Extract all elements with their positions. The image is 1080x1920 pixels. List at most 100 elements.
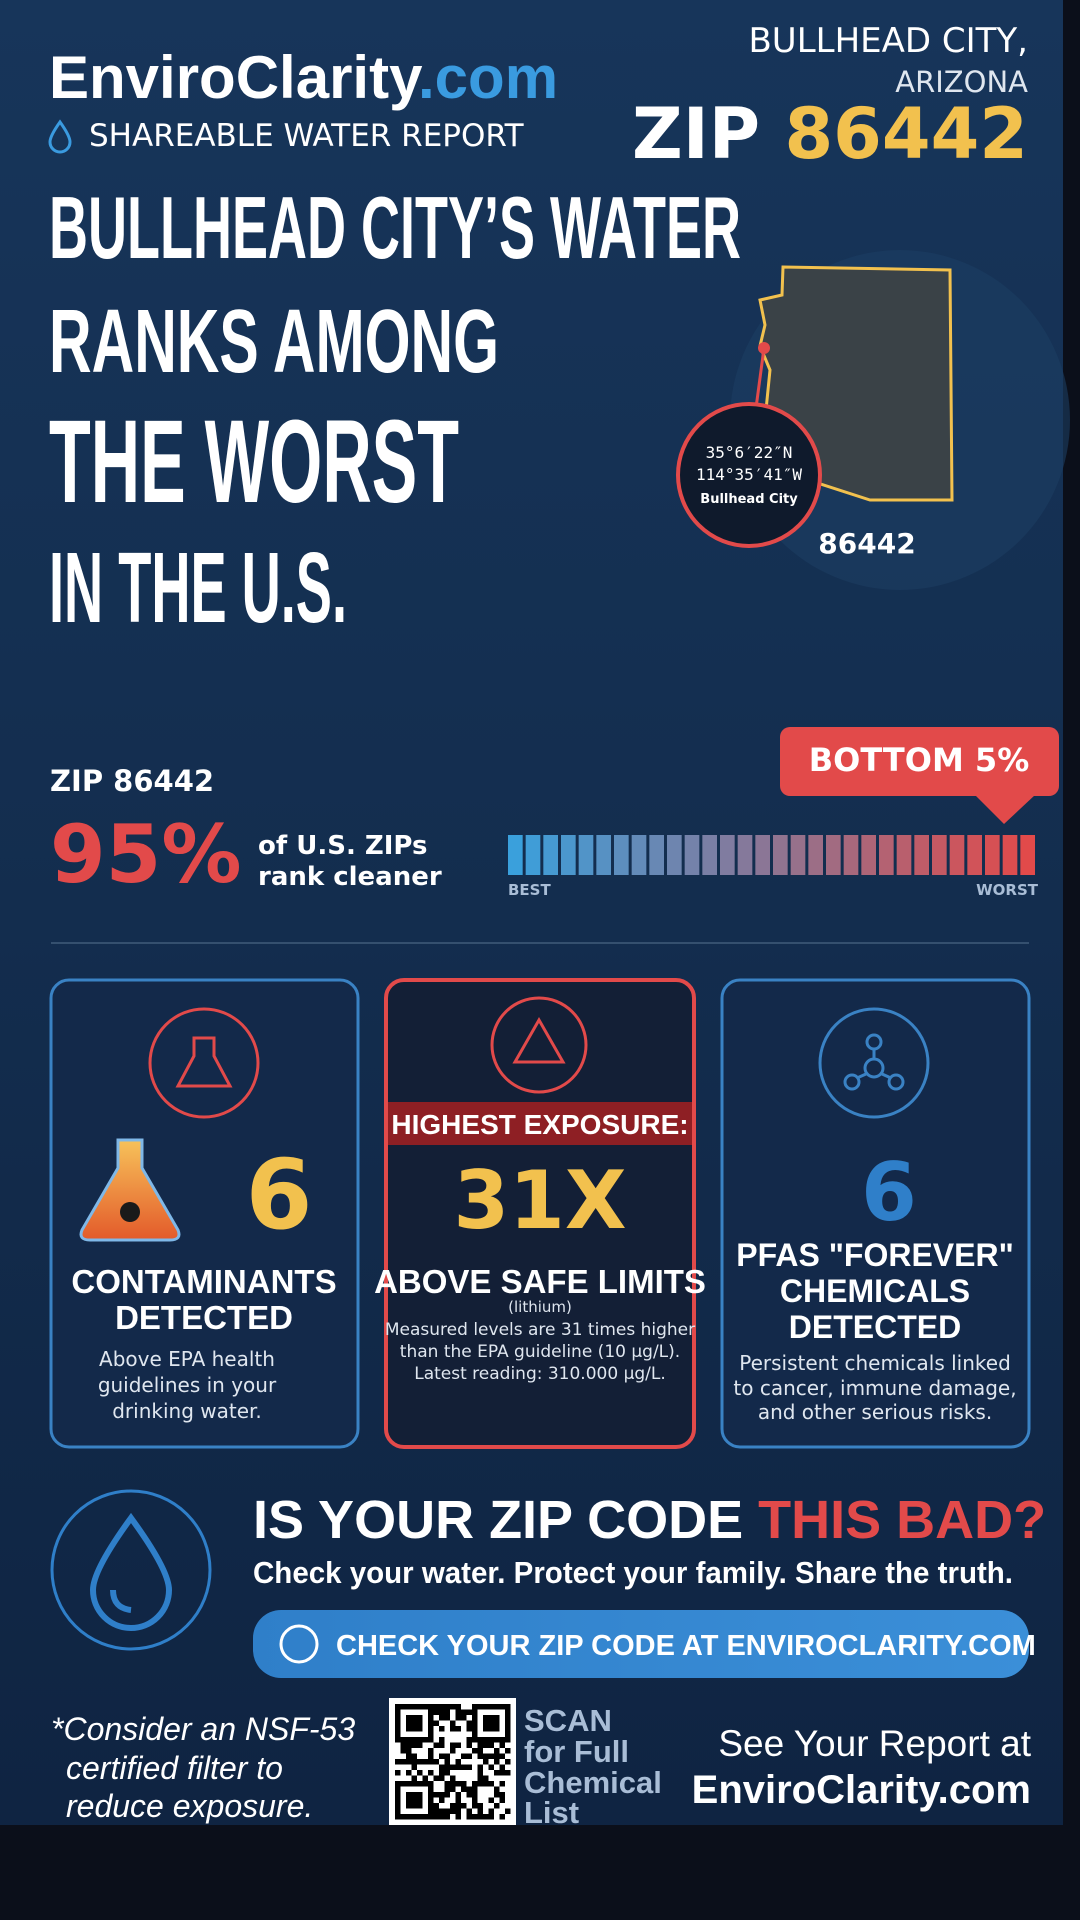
qr-module: [417, 1797, 423, 1803]
card-number: 6: [246, 1139, 313, 1251]
report-text: See Your Report at: [718, 1723, 1031, 1764]
qr-module: [439, 1770, 445, 1776]
qr-module: [461, 1764, 467, 1770]
qr-module: [428, 1726, 434, 1732]
qr-module: [411, 1797, 417, 1803]
qr-module: [400, 1742, 406, 1748]
qr-module: [411, 1775, 417, 1781]
headline: RANKS AMONG: [49, 292, 499, 392]
flask-illustration: [79, 1138, 181, 1242]
bar-segment: [985, 835, 1000, 875]
qr-module: [428, 1814, 434, 1820]
footer-note: certified filter to: [66, 1750, 283, 1786]
qr-module: [433, 1709, 439, 1715]
qr-module: [411, 1781, 417, 1787]
city: BULLHEAD CITY,: [748, 21, 1028, 61]
cta-button[interactable]: [253, 1610, 1029, 1678]
qr-module: [395, 1759, 401, 1765]
qr-module: [444, 1764, 450, 1770]
cta-button-text[interactable]: CHECK YOUR ZIP CODE AT ENVIROCLARITY.COM: [336, 1630, 1036, 1662]
bar-segment: [737, 835, 753, 875]
qr-module: [505, 1731, 511, 1737]
qr-module: [439, 1704, 445, 1710]
qr-module: [406, 1720, 412, 1726]
banner: [388, 1102, 692, 1145]
qr-pattern: [395, 1704, 511, 1820]
qr-module: [477, 1814, 483, 1820]
qr-module: [477, 1742, 483, 1748]
qr-module: [488, 1715, 494, 1721]
qr-module: [428, 1786, 434, 1792]
card-note: (lithium): [508, 1298, 572, 1316]
logo: EnviroClarity.com: [49, 44, 558, 111]
qr-module: [450, 1764, 456, 1770]
site-text[interactable]: EnviroClarity.com: [692, 1768, 1031, 1812]
qr-module: [428, 1731, 434, 1737]
cta-question-start: IS YOUR ZIP CODE: [253, 1490, 758, 1550]
bar-segment: [773, 835, 788, 875]
qr-module: [455, 1797, 461, 1803]
qr-module: [472, 1786, 478, 1792]
qr-module: [444, 1808, 450, 1814]
card-title: CONTAMINANTS: [71, 1263, 336, 1300]
skull: [120, 1202, 140, 1222]
qr-module: [450, 1786, 456, 1792]
qr-module: [455, 1715, 461, 1721]
qr-module: [450, 1726, 456, 1732]
qr-module: [411, 1704, 417, 1710]
qr-module: [406, 1742, 412, 1748]
worst-label: WORST: [976, 881, 1039, 899]
qr-module: [411, 1715, 417, 1721]
qr-module: [483, 1759, 489, 1765]
qr-module: [428, 1753, 434, 1759]
qr-module: [411, 1726, 417, 1732]
qr-module: [428, 1737, 434, 1743]
qr-module: [483, 1775, 489, 1781]
qr-module: [395, 1770, 401, 1776]
card-title: DETECTED: [789, 1309, 961, 1345]
qr-module: [422, 1775, 428, 1781]
qr-module: [505, 1748, 511, 1754]
qr-module: [400, 1759, 406, 1765]
qr-module: [417, 1715, 423, 1721]
subtitle: SHAREABLE WATER REPORT: [89, 118, 525, 154]
qr-module: [428, 1748, 434, 1754]
qr-module: [455, 1709, 461, 1715]
qr-module: [461, 1786, 467, 1792]
qr-module: [422, 1759, 428, 1765]
qr-module: [444, 1786, 450, 1792]
qr-module: [428, 1797, 434, 1803]
qr-module: [505, 1808, 511, 1814]
bar-segment: [702, 835, 717, 875]
qr-module: [428, 1759, 434, 1765]
qr-module: [483, 1726, 489, 1732]
qr-module: [472, 1737, 478, 1743]
logo-main: EnviroClarity: [49, 44, 423, 111]
button-end: ENVIROCLARITY.COM: [726, 1630, 1035, 1662]
qr-module: [444, 1770, 450, 1776]
qr-module: [466, 1792, 472, 1798]
qr-module: [466, 1808, 472, 1814]
qr-module: [505, 1759, 511, 1765]
qr-module: [411, 1742, 417, 1748]
qr-module: [499, 1797, 505, 1803]
qr-module: [395, 1709, 401, 1715]
qr-module: [477, 1704, 483, 1710]
qr-module: [439, 1764, 445, 1770]
qr-module: [417, 1814, 423, 1820]
bar-segment: [826, 835, 841, 875]
qr-module: [455, 1764, 461, 1770]
bar-segment: [596, 835, 611, 875]
drop-big: [89, 1512, 173, 1631]
qr-module: [417, 1704, 423, 1710]
qr-module: [461, 1753, 467, 1759]
qr-module: [466, 1753, 472, 1759]
warning-icon: [490, 996, 588, 1094]
qr-module: [433, 1742, 439, 1748]
qr-module: [428, 1715, 434, 1721]
qr-module: [488, 1726, 494, 1732]
qr-module: [488, 1720, 494, 1726]
qr-module: [455, 1814, 461, 1820]
qr-module: [483, 1742, 489, 1748]
